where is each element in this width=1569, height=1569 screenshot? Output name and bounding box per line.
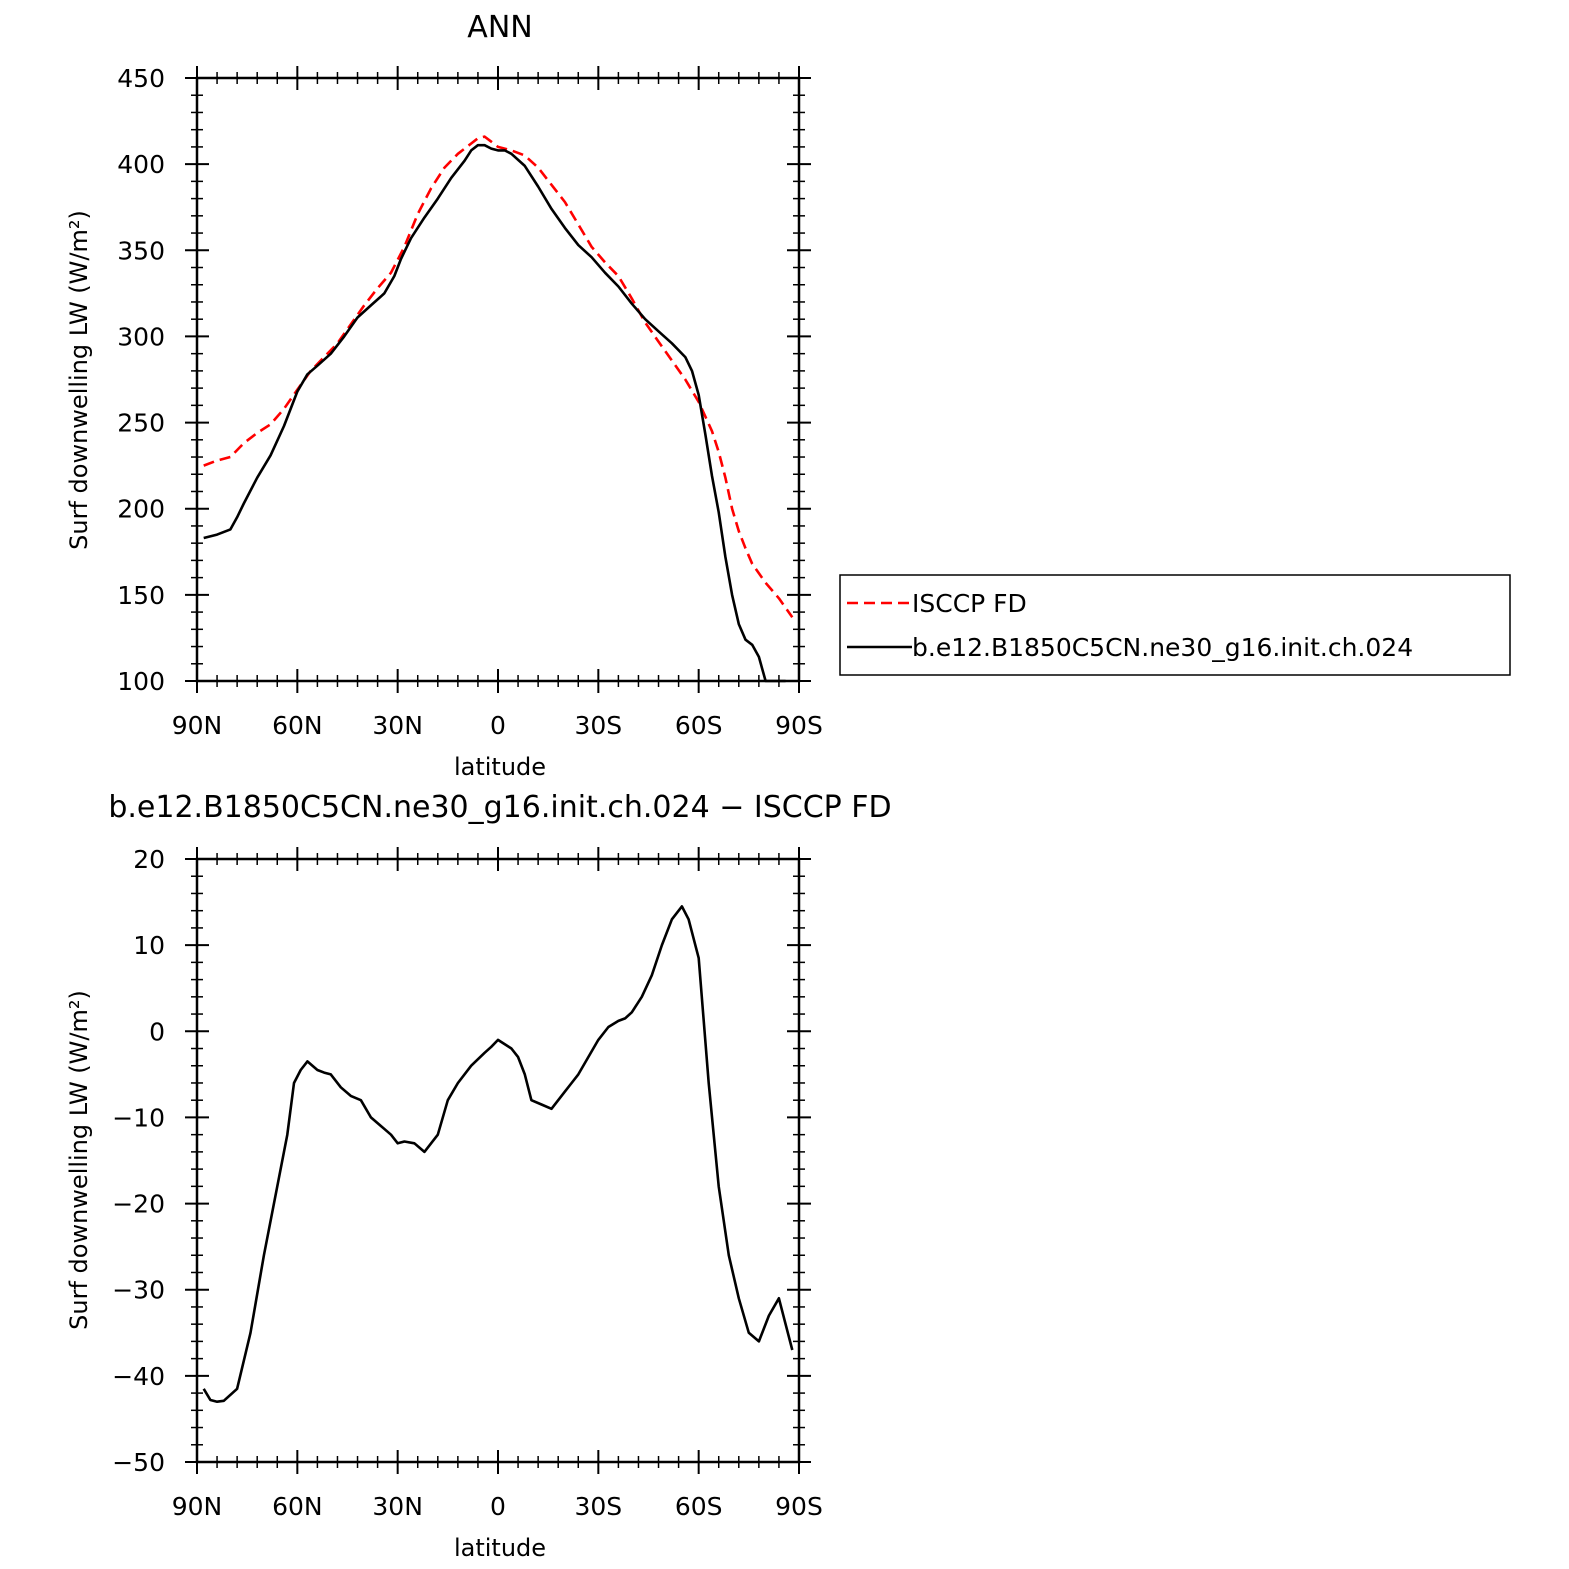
bottom-series-lines <box>202 905 794 1403</box>
top-axis-ticks: 100 150 200 250 300 350 400 450 90N 60N 30N 0 30S 60S… <box>117 64 823 740</box>
y-tick-label: 0 <box>149 1017 165 1046</box>
bottom-axis-ticks: −50 −40 −30 −20 −10 0 10 20 90N 60N 30N 0 30S 60S 90S <box>112 845 823 1521</box>
top-chart-title: ANN <box>467 10 532 45</box>
y-tick-label: −50 <box>112 1448 165 1477</box>
x-tick-label: 90S <box>775 711 823 740</box>
y-tick-label: 400 <box>117 150 165 179</box>
y-tick-label: 250 <box>117 409 165 438</box>
difference-series-line <box>202 905 794 1403</box>
x-tick-label: 30S <box>574 711 622 740</box>
x-tick-label: 60S <box>675 711 723 740</box>
x-tick-label: 90N <box>172 711 223 740</box>
top-y-axis-label: Surf downwelling LW (W/m²) <box>65 210 93 550</box>
y-tick-label: 300 <box>117 322 165 351</box>
x-tick-label: 90S <box>775 1492 823 1521</box>
y-tick-label: 20 <box>133 845 165 874</box>
x-tick-label: 0 <box>490 711 506 740</box>
legend-label-isccp: ISCCP FD <box>912 589 1027 618</box>
bottom-panel: b.e12.B1850C5CN.ne30_g16.init.ch.024 − I… <box>65 790 892 1562</box>
y-tick-label: 350 <box>117 236 165 265</box>
y-tick-label: −30 <box>112 1276 165 1305</box>
x-tick-label: 60S <box>675 1492 723 1521</box>
y-tick-label: 150 <box>117 581 165 610</box>
x-tick-label: 30N <box>372 1492 423 1521</box>
model-series-line <box>203 143 786 683</box>
legend-label-model: b.e12.B1850C5CN.ne30_g16.init.ch.024 <box>912 633 1413 662</box>
top-plot-frame <box>195 76 801 683</box>
y-tick-label: 450 <box>117 64 165 93</box>
y-tick-label: 200 <box>117 495 165 524</box>
top-panel: ANN 100 150 200 250 300 350 400 450 90N 60N 30N 0 30… <box>65 10 823 781</box>
x-tick-label: 60N <box>272 711 323 740</box>
x-tick-label: 60N <box>272 1492 323 1521</box>
y-tick-label: −40 <box>112 1362 165 1391</box>
y-tick-label: 100 <box>117 667 165 696</box>
y-tick-label: −10 <box>112 1103 165 1132</box>
x-tick-label: 90N <box>172 1492 223 1521</box>
legend: ISCCP FD b.e12.B1850C5CN.ne30_g16.init.c… <box>839 574 1511 676</box>
y-tick-label: −20 <box>112 1190 165 1219</box>
x-tick-label: 30S <box>574 1492 622 1521</box>
bottom-plot-frame <box>195 857 801 1464</box>
x-tick-label: 30N <box>372 711 423 740</box>
x-tick-label: 0 <box>490 1492 506 1521</box>
bottom-x-axis-label: latitude <box>454 1534 546 1562</box>
bottom-y-axis-label: Surf downwelling LW (W/m²) <box>65 990 93 1330</box>
isccp-fd-series-line <box>203 135 794 619</box>
y-tick-label: 10 <box>133 931 165 960</box>
top-x-axis-label: latitude <box>454 753 546 781</box>
bottom-chart-title: b.e12.B1850C5CN.ne30_g16.init.ch.024 − I… <box>108 790 891 825</box>
top-series-lines <box>203 135 794 683</box>
legend-box <box>839 574 1511 676</box>
